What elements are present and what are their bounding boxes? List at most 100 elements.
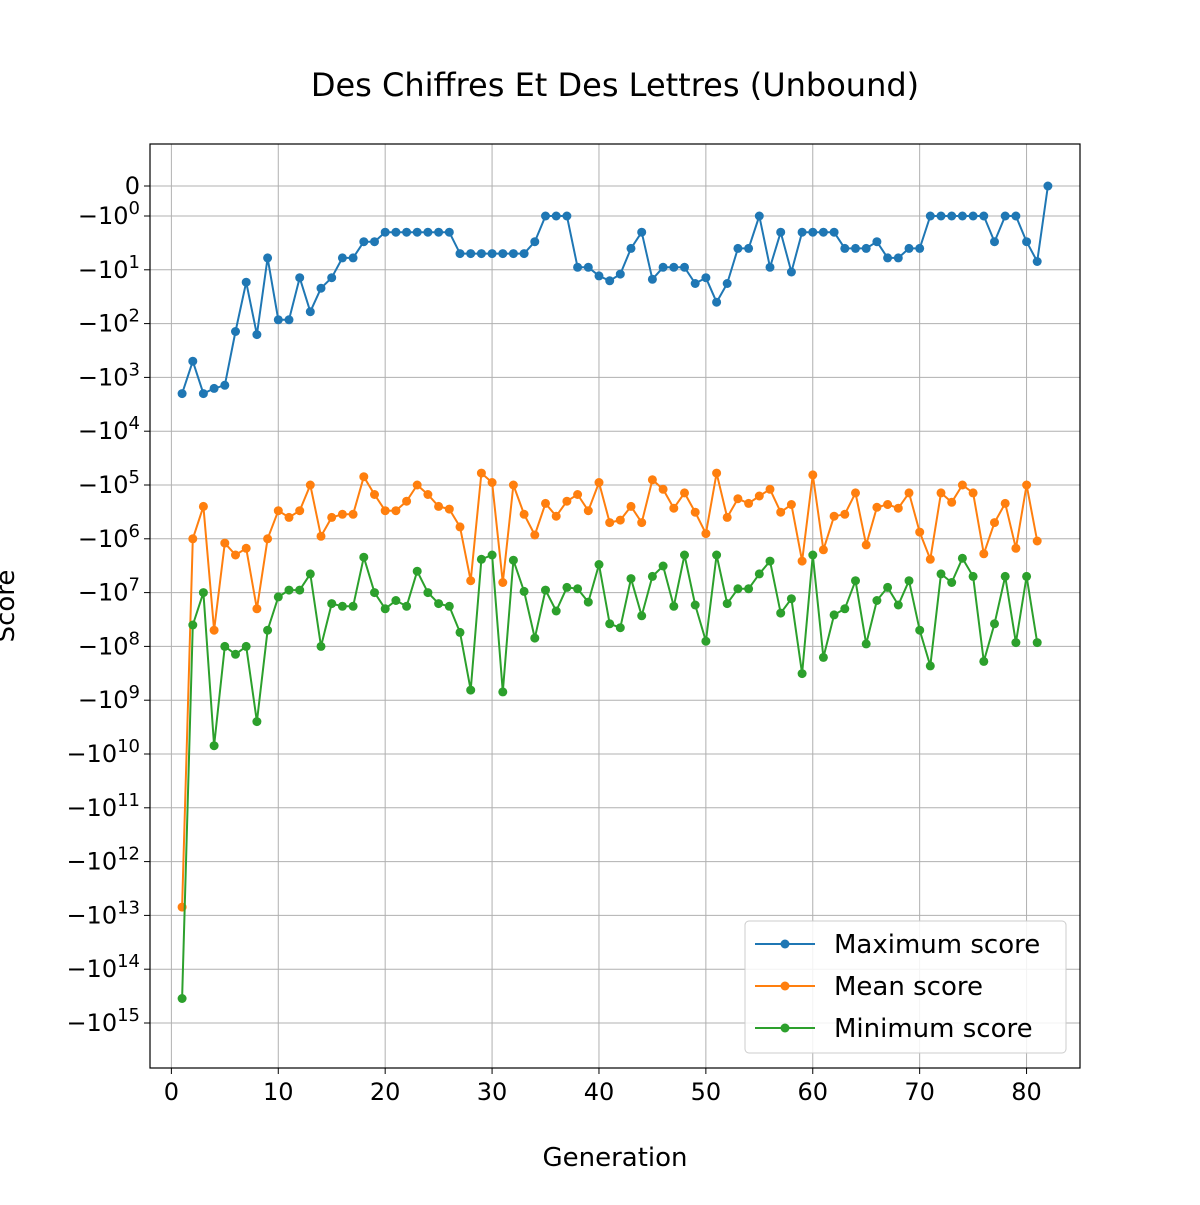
data-point (1032, 638, 1042, 648)
y-tick-label: −106 (78, 521, 140, 553)
series-line-maximum (181, 185, 1049, 395)
data-point (412, 480, 422, 490)
data-point (498, 687, 508, 697)
data-point (712, 468, 722, 478)
data-point (198, 588, 208, 598)
data-point (701, 636, 711, 646)
data-point (680, 550, 689, 560)
data-point (359, 237, 369, 247)
series-mean (177, 468, 1042, 912)
data-point (776, 227, 786, 237)
data-point (957, 553, 967, 563)
data-point (861, 639, 871, 649)
data-point (712, 550, 722, 560)
data-point (263, 253, 273, 263)
data-point (915, 527, 925, 537)
data-point (562, 496, 572, 506)
y-tick-label: −103 (78, 359, 140, 391)
data-point (573, 490, 583, 499)
data-point (851, 488, 860, 498)
data-point (1022, 571, 1032, 581)
data-point (594, 271, 604, 281)
data-point (883, 582, 893, 592)
data-point (1000, 571, 1010, 581)
data-point (583, 262, 593, 272)
data-point (979, 211, 989, 221)
data-point (990, 237, 999, 247)
data-point (209, 625, 219, 635)
data-point (541, 585, 550, 595)
data-point (658, 262, 668, 272)
data-point (391, 596, 401, 605)
data-point (936, 569, 946, 579)
data-point (722, 279, 732, 288)
data-point (402, 496, 412, 506)
data-point (188, 534, 198, 544)
y-axis-ticks: 0−100 −101 −102 −103 −104 −105 −106 −107 −108 −10… (66, 172, 150, 1037)
data-point (733, 494, 743, 504)
data-point (316, 283, 326, 293)
data-point (808, 227, 818, 237)
x-tick-label: 20 (370, 1078, 401, 1106)
data-point (797, 669, 807, 679)
data-point (391, 227, 401, 237)
data-point (551, 606, 561, 616)
data-point (594, 478, 604, 487)
data-point (605, 518, 615, 528)
data-point (925, 554, 935, 564)
plot-area-frame (149, 143, 1081, 1069)
x-tick-label: 70 (904, 1078, 935, 1106)
data-point (444, 504, 454, 514)
data-point (583, 506, 593, 516)
data-point (273, 592, 283, 602)
data-point (487, 550, 497, 560)
data-point (776, 507, 786, 517)
data-point (519, 586, 529, 596)
data-point (305, 569, 315, 579)
data-point (337, 253, 347, 263)
data-point (295, 506, 305, 516)
data-point (391, 506, 401, 516)
data-point (669, 262, 679, 272)
x-tick-label: 40 (584, 1078, 615, 1106)
data-point (786, 594, 796, 604)
data-point (851, 576, 860, 586)
data-point (1043, 181, 1053, 191)
data-point (979, 549, 989, 559)
data-point (241, 543, 251, 553)
data-point (733, 584, 743, 594)
data-point (744, 584, 754, 594)
data-point (808, 470, 818, 480)
data-point (263, 534, 273, 544)
data-point (797, 556, 807, 566)
data-point (605, 276, 615, 286)
data-point (305, 307, 315, 317)
data-point (487, 249, 497, 259)
data-point (829, 511, 839, 521)
data-point (541, 211, 550, 221)
data-point (508, 555, 518, 565)
data-point (551, 211, 561, 221)
data-point (968, 571, 978, 581)
data-point (444, 601, 454, 611)
data-point (605, 619, 615, 629)
data-point (1000, 498, 1010, 508)
data-point (305, 480, 315, 490)
data-point (402, 227, 412, 237)
data-point (615, 269, 625, 279)
data-point (861, 243, 871, 253)
data-point (466, 685, 476, 695)
data-point (765, 484, 775, 494)
data-point (348, 253, 358, 263)
x-tick-label: 60 (797, 1078, 828, 1106)
data-point (925, 661, 935, 671)
data-point (412, 227, 422, 237)
data-point (530, 530, 540, 540)
data-point (765, 262, 775, 272)
data-point (209, 383, 219, 393)
data-point (423, 588, 433, 598)
data-point (198, 501, 208, 511)
data-point (1032, 257, 1042, 266)
y-tick-label: −102 (78, 306, 140, 338)
